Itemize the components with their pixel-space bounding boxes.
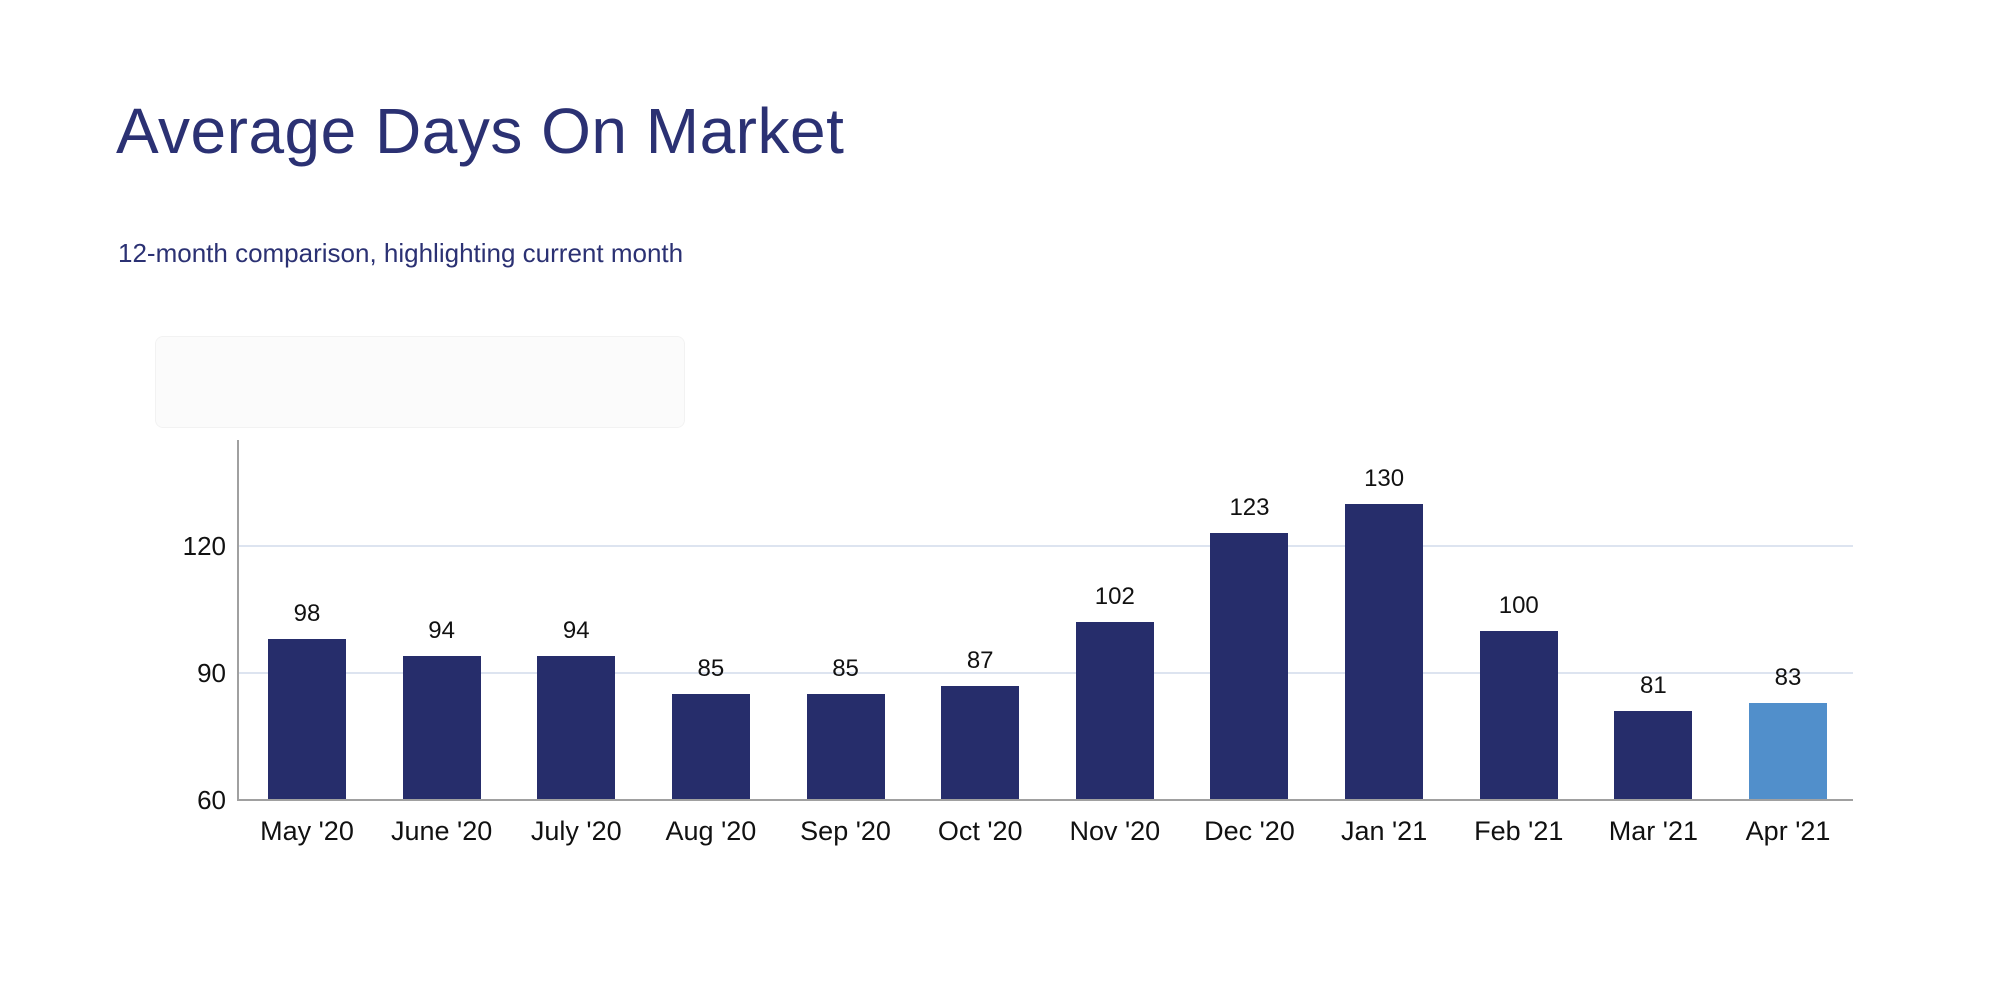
- bar-value-label: 94: [562, 617, 590, 645]
- gridline-120: [237, 545, 1853, 547]
- y-tick-label-120: 120: [182, 531, 226, 561]
- bar-value-label: 81: [1640, 672, 1667, 700]
- bar-value-label: 87: [966, 646, 994, 674]
- bar-value-label: 130: [1364, 464, 1405, 492]
- x-tick-label: Nov '20: [1069, 816, 1161, 846]
- x-tick-label: Mar '21: [1608, 816, 1698, 846]
- x-tick-label: July '20: [530, 816, 622, 846]
- bar: [806, 694, 885, 799]
- y-tick-label-60: 60: [197, 785, 226, 815]
- bar: [402, 656, 481, 799]
- bar-value-label: 98: [293, 600, 321, 628]
- bar-value-label: 85: [832, 655, 859, 683]
- x-tick-label: Apr '21: [1745, 816, 1831, 846]
- x-tick-label: Aug '20: [665, 816, 757, 846]
- x-tick-label: Jan '21: [1340, 816, 1428, 846]
- bar: [941, 685, 1020, 799]
- bar-value-label: 100: [1498, 591, 1539, 619]
- chart-title: Average Days On Market: [116, 95, 845, 167]
- x-tick-label: Oct '20: [937, 816, 1023, 846]
- bar: [268, 639, 346, 799]
- y-tick-label-90: 90: [197, 658, 226, 688]
- bar-value-label: 102: [1094, 583, 1135, 611]
- bar: [1345, 503, 1424, 799]
- x-tick-label: Dec '20: [1204, 816, 1295, 846]
- chart-subtitle: 12-month comparison, highlighting curren…: [118, 238, 684, 268]
- x-axis-line: [237, 799, 1853, 801]
- bar-current-month: [1749, 702, 1828, 799]
- bar: [1614, 711, 1693, 799]
- x-tick-label: Feb '21: [1474, 816, 1564, 846]
- bar-value-label: 85: [697, 655, 725, 683]
- bar-value-label: 94: [428, 617, 455, 645]
- bar: [1210, 533, 1289, 799]
- bar: [1075, 622, 1154, 799]
- x-tick-label: Sep '20: [800, 816, 891, 846]
- bar-value-label: 123: [1229, 494, 1270, 522]
- bar: [537, 656, 616, 799]
- bar: [1479, 630, 1558, 799]
- chart-panel-artifact: [155, 336, 685, 428]
- y-axis-line: [237, 440, 239, 800]
- bar-value-label: 83: [1774, 663, 1802, 691]
- bar: [671, 694, 750, 799]
- x-tick-label: May '20: [260, 816, 354, 846]
- gridline-90: [237, 672, 1853, 674]
- x-tick-label: June '20: [391, 816, 493, 846]
